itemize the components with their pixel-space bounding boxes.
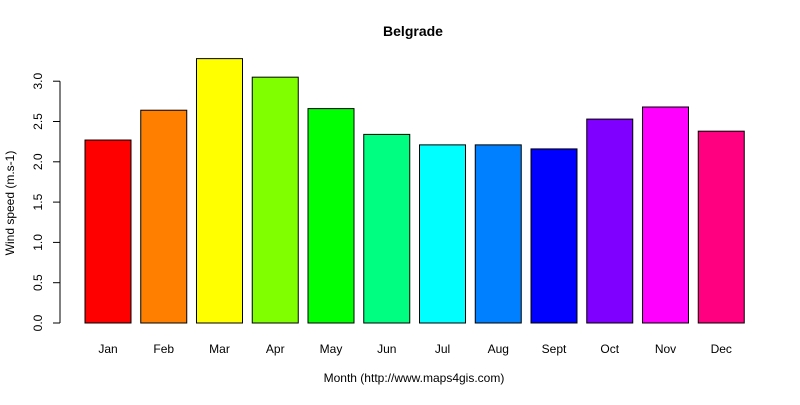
y-tick-label: 1.0 — [31, 234, 45, 251]
bar-nov — [642, 106, 689, 324]
y-tick-label: 2.5 — [31, 113, 45, 130]
bar-feb — [140, 109, 188, 324]
x-tick-label: May — [320, 342, 343, 356]
y-tick-label: 2.0 — [31, 153, 45, 170]
y-axis: 0.0 0.5 1.0 1.5 2.0 2.5 3.0 — [31, 73, 61, 331]
y-axis-label: Wind speed (m.s-1) — [3, 151, 17, 256]
x-tick-label: Aug — [488, 342, 509, 356]
bar-aug — [474, 144, 522, 324]
bar-dec — [697, 130, 745, 324]
y-tick-label: 3.0 — [31, 73, 45, 90]
x-tick-label: Jul — [435, 342, 450, 356]
x-tick-label: Jun — [377, 342, 396, 356]
x-tick-label: Jan — [98, 342, 117, 356]
bar-apr — [251, 76, 299, 324]
x-tick-label: Oct — [600, 342, 619, 356]
bar-sept — [530, 148, 578, 324]
bar-jun — [363, 133, 411, 324]
x-tick-label: Mar — [209, 342, 230, 356]
x-tick-label: Nov — [655, 342, 676, 356]
bar-jul — [419, 144, 466, 324]
x-axis-label: Month (http://www.maps4gis.com) — [324, 371, 505, 385]
x-tick-label: Feb — [153, 342, 174, 356]
x-tick-label: Sept — [542, 342, 567, 356]
bar-oct — [586, 118, 634, 324]
bar-jan — [84, 139, 132, 324]
y-tick-label: 0.0 — [31, 314, 45, 331]
chart-title: Belgrade — [383, 23, 443, 39]
x-tick-labels: Jan Feb Mar Apr May Jun Jul Aug Sept Oct Nov Dec — [98, 342, 732, 356]
x-tick-label: Apr — [266, 342, 285, 356]
x-tick-label: Dec — [711, 342, 732, 356]
bar-may — [307, 108, 355, 324]
bars-group — [84, 58, 745, 324]
y-tick-label: 1.5 — [31, 193, 45, 210]
bar-mar — [196, 58, 243, 324]
y-tick-label: 0.5 — [31, 274, 45, 291]
